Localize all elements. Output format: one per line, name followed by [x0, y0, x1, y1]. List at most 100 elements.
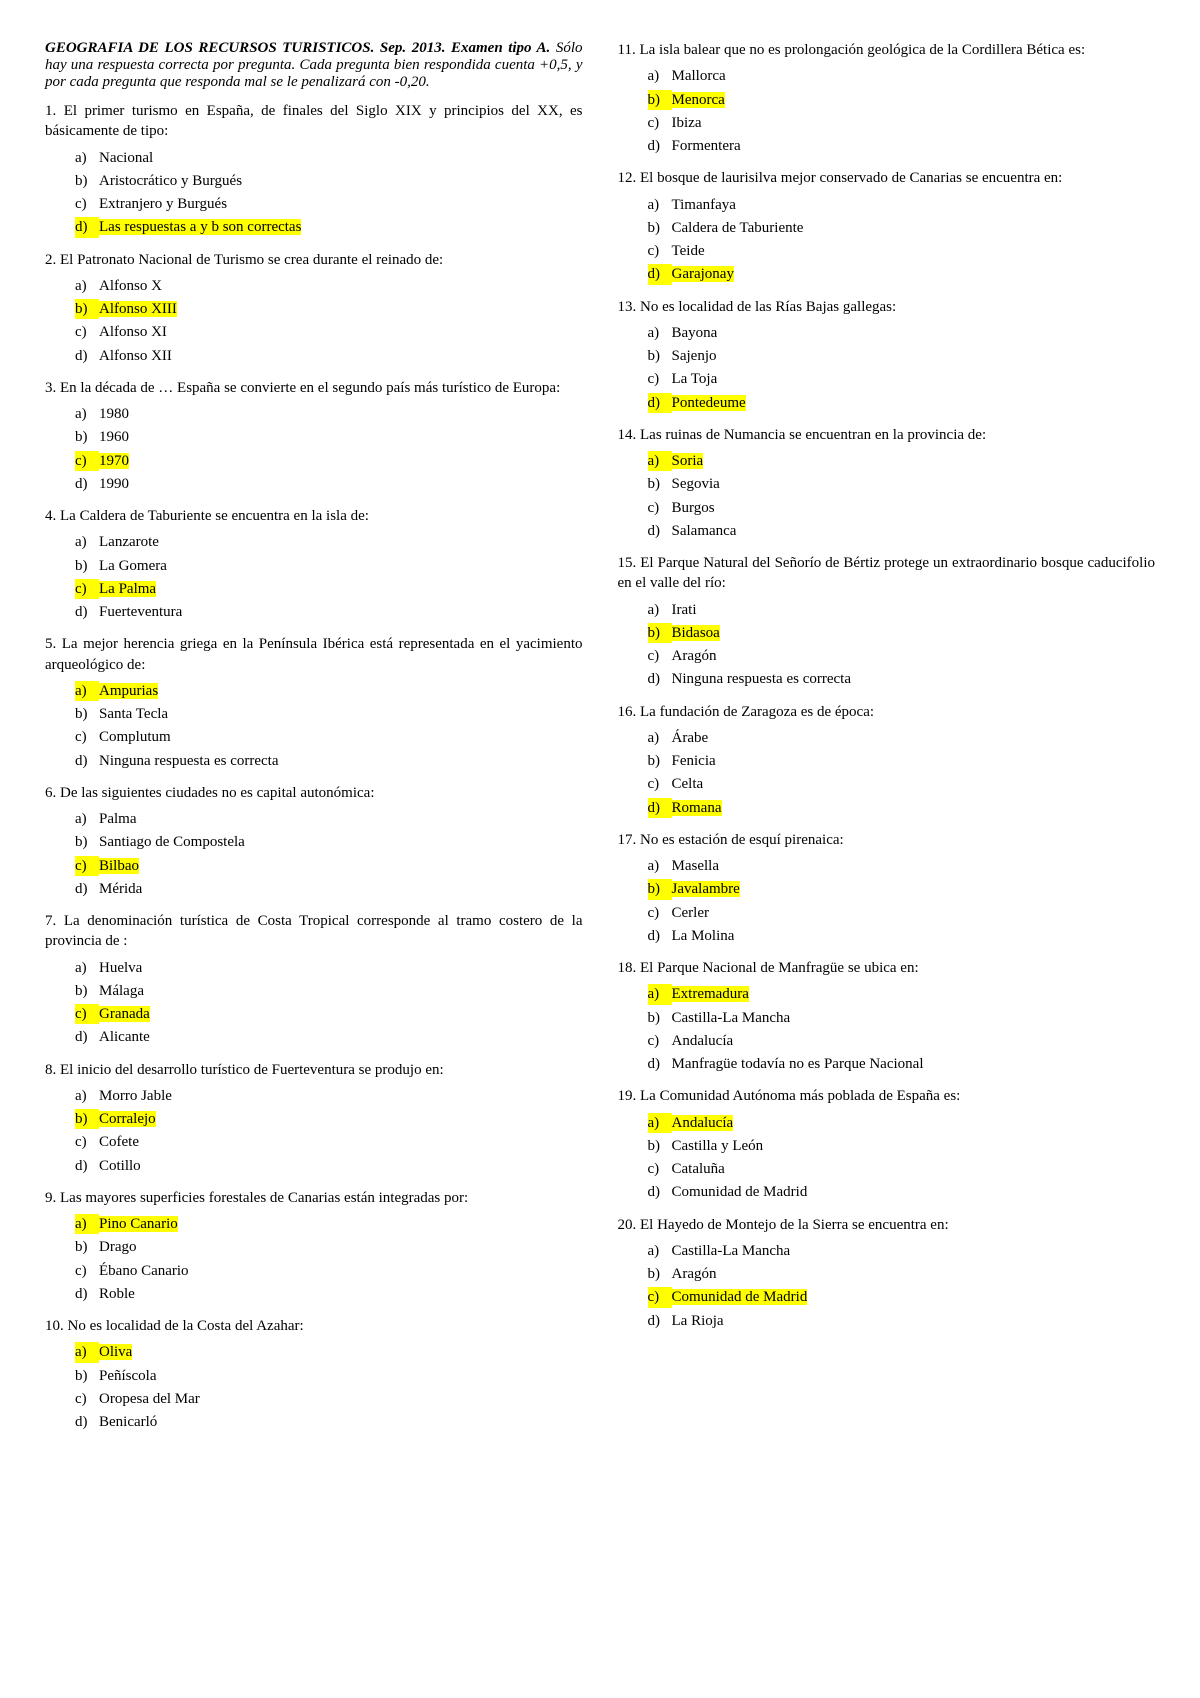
option-letter: b)	[75, 832, 99, 852]
option: c)Andalucía	[648, 1031, 1156, 1051]
option-text-wrap: Huelva	[99, 958, 583, 978]
option-letter: d)	[648, 1311, 672, 1331]
question-text: 7. La denominación turística de Costa Tr…	[45, 911, 583, 952]
option-letter: c)	[75, 1261, 99, 1281]
option-text-wrap: Alfonso X	[99, 276, 583, 296]
option-text-wrap: Málaga	[99, 981, 583, 1001]
option-text: Santa Tecla	[99, 706, 168, 722]
option-letter: c)	[648, 498, 672, 518]
question: 15. El Parque Natural del Señorío de Bér…	[618, 553, 1156, 690]
option-text: Ébano Canario	[99, 1263, 189, 1279]
question-number: 15	[618, 555, 633, 571]
question-body: El inicio del desarrollo turístico de Fu…	[60, 1062, 444, 1078]
option-letter: b)	[648, 474, 672, 494]
option-text-wrap: Mallorca	[672, 66, 1156, 86]
option-text: Ninguna respuesta es correcta	[672, 671, 852, 687]
option: a)Huelva	[75, 958, 583, 978]
option: a)Mallorca	[648, 66, 1156, 86]
option-letter: c)	[648, 1287, 672, 1307]
option-text-wrap: Mérida	[99, 879, 583, 899]
question: 16. La fundación de Zaragoza es de época…	[618, 702, 1156, 818]
option-letter: c)	[648, 1159, 672, 1179]
question: 10. No es localidad de la Costa del Azah…	[45, 1316, 583, 1432]
option: a)Castilla-La Mancha	[648, 1241, 1156, 1261]
question: 6. De las siguientes ciudades no es capi…	[45, 783, 583, 899]
option: d)La Molina	[648, 926, 1156, 946]
option-text-wrap: Oliva	[99, 1342, 583, 1362]
option-text-wrap: Árabe	[672, 728, 1156, 748]
option-letter: a)	[648, 856, 672, 876]
option-letter: c)	[75, 1132, 99, 1152]
options-list: a)Huelvab)Málagac)Granadad)Alicante	[45, 958, 583, 1048]
option-text-wrap: Romana	[672, 798, 1156, 818]
option: d)Romana	[648, 798, 1156, 818]
options-list: a)Árabeb)Feniciac)Celtad)Romana	[618, 728, 1156, 818]
option-text: Pontedeume	[672, 395, 746, 411]
question-body: La fundación de Zaragoza es de época:	[640, 704, 874, 720]
exam-header: GEOGRAFIA DE LOS RECURSOS TURISTICOS. Se…	[45, 40, 583, 91]
option-letter: b)	[75, 981, 99, 1001]
question-text: 8. El inicio del desarrollo turístico de…	[45, 1060, 583, 1080]
option-letter: a)	[648, 600, 672, 620]
option-letter: b)	[648, 346, 672, 366]
question-body: No es localidad de la Costa del Azahar:	[68, 1318, 304, 1334]
option: a)Irati	[648, 600, 1156, 620]
option-letter: b)	[75, 1237, 99, 1257]
option-text-wrap: Aragón	[672, 1264, 1156, 1284]
question-number: 5	[45, 636, 53, 652]
option-text: Aragón	[672, 1266, 717, 1282]
question: 20. El Hayedo de Montejo de la Sierra se…	[618, 1215, 1156, 1331]
option: d)Fuerteventura	[75, 602, 583, 622]
option: c)Alfonso XI	[75, 322, 583, 342]
option: d)Las respuestas a y b son correctas	[75, 217, 583, 237]
option-letter: d)	[75, 602, 99, 622]
question-text: 2. El Patronato Nacional de Turismo se c…	[45, 250, 583, 270]
option: d)Cotillo	[75, 1156, 583, 1176]
option-text-wrap: Castilla-La Mancha	[672, 1008, 1156, 1028]
option-text: Bilbao	[99, 858, 139, 874]
option-text: Roble	[99, 1286, 135, 1302]
options-list: a)Castilla-La Manchab)Aragónc)Comunidad …	[618, 1241, 1156, 1331]
option-letter: d)	[75, 474, 99, 494]
option: c)1970	[75, 451, 583, 471]
option-text: Comunidad de Madrid	[672, 1289, 808, 1305]
option-letter: d)	[648, 1054, 672, 1074]
option: d)Ninguna respuesta es correcta	[75, 751, 583, 771]
option-text-wrap: Morro Jable	[99, 1086, 583, 1106]
option-letter: c)	[648, 369, 672, 389]
option: d)La Rioja	[648, 1311, 1156, 1331]
option-text-wrap: Peñíscola	[99, 1366, 583, 1386]
option-letter: a)	[75, 1342, 99, 1362]
option: a)Extremadura	[648, 984, 1156, 1004]
option-text-wrap: 1990	[99, 474, 583, 494]
option-text-wrap: Cataluña	[672, 1159, 1156, 1179]
question-number: 7	[45, 913, 53, 929]
option-letter: c)	[75, 194, 99, 214]
option-text: Alfonso XIII	[99, 301, 177, 317]
option-text: Huelva	[99, 960, 142, 976]
option-letter: c)	[75, 322, 99, 342]
option-text: Fenicia	[672, 753, 716, 769]
option-text: Morro Jable	[99, 1088, 172, 1104]
option-text: Cataluña	[672, 1161, 725, 1177]
question-number: 18	[618, 960, 633, 976]
option: c)Aragón	[648, 646, 1156, 666]
option-letter: a)	[648, 451, 672, 471]
question-body: La Caldera de Taburiente se encuentra en…	[60, 508, 369, 524]
option: d)Manfragüe todavía no es Parque Naciona…	[648, 1054, 1156, 1074]
question: 18. El Parque Nacional de Manfragüe se u…	[618, 958, 1156, 1074]
option: b)Málaga	[75, 981, 583, 1001]
option-letter: d)	[75, 1284, 99, 1304]
option-letter: a)	[75, 809, 99, 829]
option: a)Timanfaya	[648, 195, 1156, 215]
option-text: La Gomera	[99, 558, 167, 574]
option: c)La Toja	[648, 369, 1156, 389]
option-letter: d)	[648, 393, 672, 413]
option-letter: c)	[75, 1004, 99, 1024]
option-text-wrap: Burgos	[672, 498, 1156, 518]
option: b)Peñíscola	[75, 1366, 583, 1386]
option-text: Castilla y León	[672, 1138, 764, 1154]
option-text-wrap: Extranjero y Burgués	[99, 194, 583, 214]
option-text-wrap: Drago	[99, 1237, 583, 1257]
option-letter: a)	[75, 276, 99, 296]
